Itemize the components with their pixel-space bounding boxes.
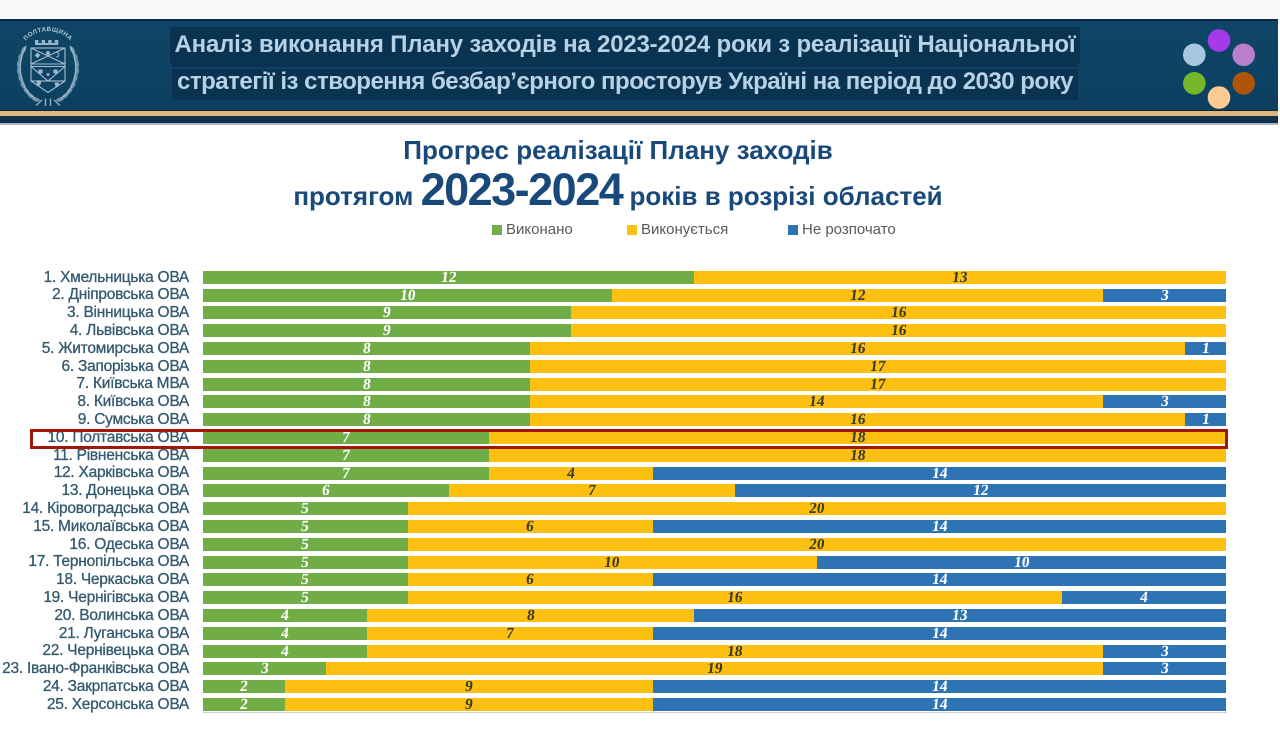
svg-text:ПОЛТАВЩИНА: ПОЛТАВЩИНА [22,26,73,42]
